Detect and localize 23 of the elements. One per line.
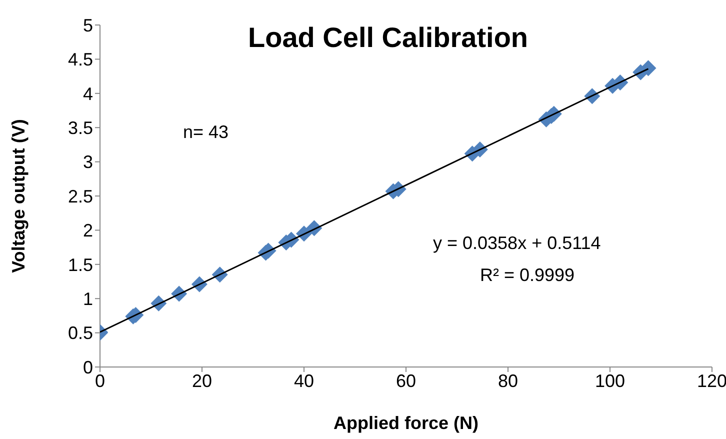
y-tick-label: 2 [82,220,93,241]
x-tick-label: 60 [396,370,416,391]
x-tick-label: 80 [498,370,518,391]
annotation: n= 43 [183,122,229,143]
x-tick-label: 100 [594,370,626,391]
chart-title: Load Cell Calibration [248,22,528,54]
annotation: R² = 0.9999 [480,265,575,286]
y-tick-label: 1 [82,288,93,309]
y-tick-label: 0.5 [68,323,93,344]
x-tick-label: 40 [294,370,314,391]
y-tick-label: 5 [82,15,93,36]
y-tick-label: 4.5 [68,50,93,70]
y-tick-label: 3.5 [68,118,93,138]
y-tick-label: 1.5 [68,254,93,275]
y-axis-title: Voltage output (V) [8,119,28,273]
y-tick-label: 3 [82,152,93,172]
y-tick-label: 4 [82,84,93,104]
annotation: y = 0.0358x + 0.5114 [433,233,601,254]
y-tick-label: 2.5 [68,186,93,206]
x-tick-label: 120 [696,370,726,391]
y-tick-label: 0 [82,357,93,378]
x-axis-title: Applied force (N) [333,413,479,433]
x-tick-label: 20 [192,370,212,391]
